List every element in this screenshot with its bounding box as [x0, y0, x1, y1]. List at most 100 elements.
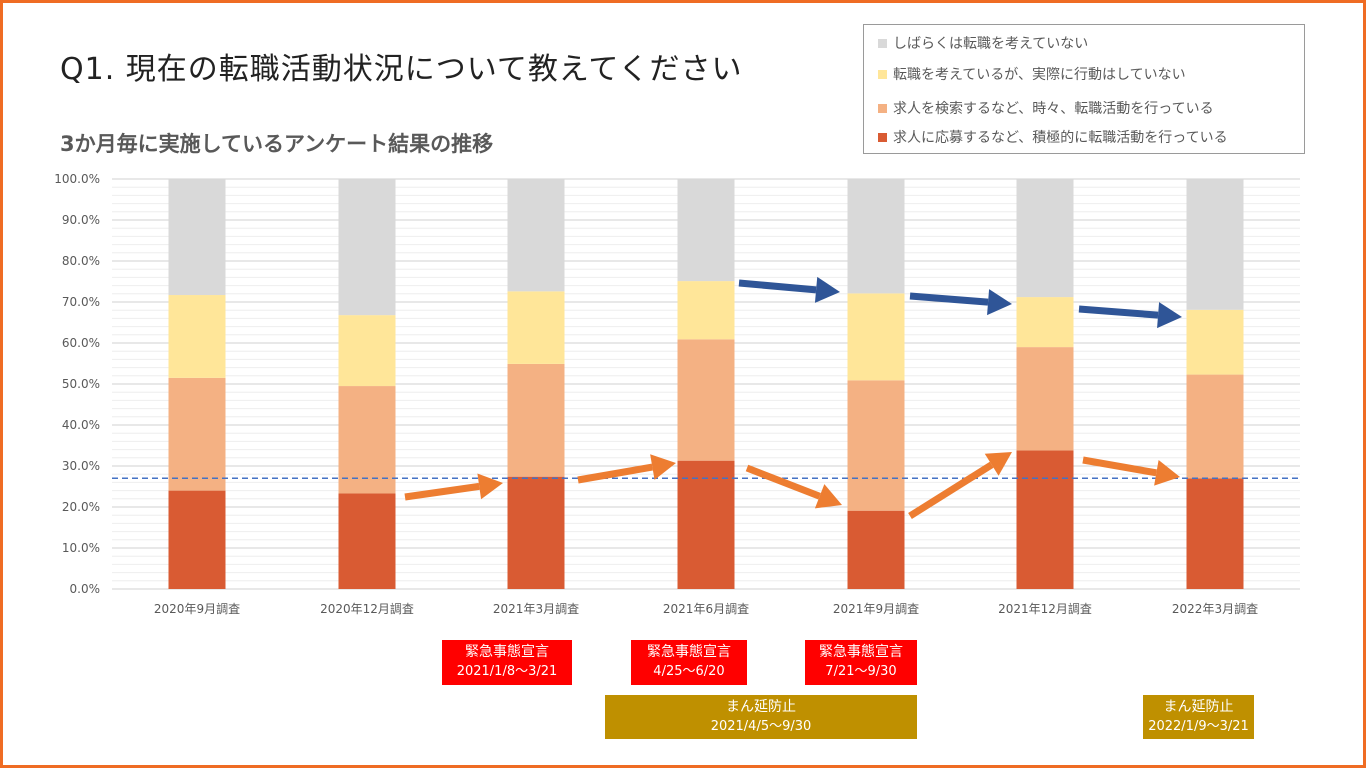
arrow-shaft [1078, 305, 1159, 319]
note-label: 緊急事態宣言 [647, 644, 731, 660]
bar-segment [168, 179, 226, 296]
bar-segment [1016, 450, 1074, 589]
bar-segment [677, 460, 735, 589]
bar-segment [677, 339, 735, 461]
arrow-shaft [738, 279, 817, 294]
y-tick-label: 90.0% [62, 213, 100, 227]
x-category-label: 2021年3月調査 [493, 602, 579, 616]
bar-segment [507, 476, 565, 589]
bar-segment [168, 490, 226, 589]
arrow-shaft [745, 464, 821, 500]
bar-segment [847, 510, 905, 589]
bar-segment [507, 291, 565, 364]
y-tick-label: 30.0% [62, 459, 100, 473]
trend-arrow-orange [1082, 456, 1180, 486]
trend-arrow-blue [1078, 302, 1182, 329]
y-tick-label: 10.0% [62, 541, 100, 555]
page-title: Q1. 現在の転職活動状況について教えてください [60, 52, 743, 87]
bar-segment [677, 179, 735, 282]
arrow-head [650, 454, 676, 480]
y-tick-label: 20.0% [62, 500, 100, 514]
y-tick-label: 60.0% [62, 336, 100, 350]
y-tick-label: 40.0% [62, 418, 100, 432]
bar-segment [507, 363, 565, 477]
manen-note-2: まん延防止 2022/1/9〜3/21 [1143, 695, 1254, 739]
arrow-shaft [577, 463, 653, 484]
legend-label: しばらくは転職を考えていない [893, 36, 1089, 52]
trend-arrow-blue [738, 276, 840, 303]
arrow-shaft [1082, 456, 1157, 477]
emergency-note-3: 緊急事態宣言 7/21〜9/30 [805, 640, 917, 685]
note-label: まん延防止 [726, 699, 796, 715]
legend-item-not-considering: しばらくは転職を考えていない [878, 33, 1088, 53]
bar-segment [1186, 374, 1244, 479]
x-category-label: 2021年6月調査 [663, 602, 749, 616]
arrow-head [984, 452, 1012, 476]
note-label: まん延防止 [1163, 699, 1234, 715]
legend-label: 転職を考えているが、実際に行動はしていない [893, 67, 1186, 83]
bar-segment [338, 315, 396, 387]
arrow-head [1154, 460, 1180, 486]
arrow-head [814, 276, 840, 303]
trend-arrow-orange [404, 473, 503, 501]
bar-segment [168, 377, 226, 491]
x-category-label: 2021年9月調査 [833, 602, 919, 616]
arrow-head [814, 484, 842, 509]
trend-arrow-orange [577, 454, 676, 484]
bar-segment [847, 380, 905, 511]
bar-segment [847, 179, 905, 294]
legend-swatch-gray [878, 38, 887, 48]
note-period: 2021/1/8〜3/21 [456, 664, 558, 679]
legend-swatch-yellow [878, 69, 887, 79]
trend-arrow-orange [908, 452, 1012, 519]
arrow-shaft [404, 482, 480, 501]
bar-segment [338, 386, 396, 494]
bar-segment [338, 493, 396, 589]
bar-segment [1016, 347, 1074, 451]
bar-segment [168, 295, 226, 378]
legend-item-considering: 転職を考えているが、実際に行動はしていない [878, 64, 1186, 84]
chart-subtitle: 3か月毎に実施しているアンケート結果の推移 [60, 132, 494, 156]
note-label: 緊急事態宣言 [819, 644, 903, 660]
arrow-shaft [909, 292, 989, 306]
legend-swatch-peach [878, 103, 887, 113]
legend-item-sometimes-active: 求人を検索するなど、時々、転職活動を行っている [878, 98, 1214, 118]
y-tick-label: 80.0% [62, 254, 100, 268]
y-tick-label: 50.0% [62, 377, 100, 391]
bar-segment [1186, 478, 1244, 589]
note-period: 4/25〜6/20 [653, 664, 725, 679]
legend-label: 求人に応募するなど、積極的に転職活動を行っている [893, 130, 1228, 146]
x-category-label: 2021年12月調査 [998, 602, 1092, 616]
arrow-head [1157, 302, 1182, 329]
note-period: 7/21〜9/30 [825, 664, 897, 679]
arrow-shaft [908, 461, 994, 519]
chart-legend: しばらくは転職を考えていない 転職を考えているが、実際に行動はしていない 求人を… [863, 24, 1305, 154]
trend-arrow-blue [909, 289, 1012, 316]
manen-note-1: まん延防止 2021/4/5〜9/30 [605, 695, 917, 739]
bar-segment [1186, 309, 1244, 375]
y-tick-label: 70.0% [62, 295, 100, 309]
bar-segment [847, 293, 905, 381]
bar-segment [338, 179, 396, 316]
emergency-note-2: 緊急事態宣言 4/25〜6/20 [631, 640, 747, 685]
x-category-label: 2020年12月調査 [320, 602, 414, 616]
y-tick-label: 100.0% [54, 172, 100, 186]
arrow-head [987, 289, 1012, 316]
arrow-head [477, 473, 503, 500]
note-period: 2022/1/9〜3/21 [1148, 719, 1249, 734]
bar-segment [677, 281, 735, 340]
emergency-note-1: 緊急事態宣言 2021/1/8〜3/21 [442, 640, 572, 685]
bar-segment [1186, 179, 1244, 310]
x-category-label: 2022年3月調査 [1172, 602, 1258, 616]
y-tick-label: 0.0% [70, 582, 101, 596]
bar-segment [1016, 179, 1074, 298]
bar-segment [507, 179, 565, 292]
legend-item-actively-applying: 求人に応募するなど、積極的に転職活動を行っている [878, 127, 1228, 147]
note-label: 緊急事態宣言 [465, 644, 549, 660]
bar-segment [1016, 297, 1074, 348]
legend-label: 求人を検索するなど、時々、転職活動を行っている [893, 101, 1214, 117]
trend-arrow-orange [745, 464, 842, 509]
note-period: 2021/4/5〜9/30 [710, 719, 812, 734]
